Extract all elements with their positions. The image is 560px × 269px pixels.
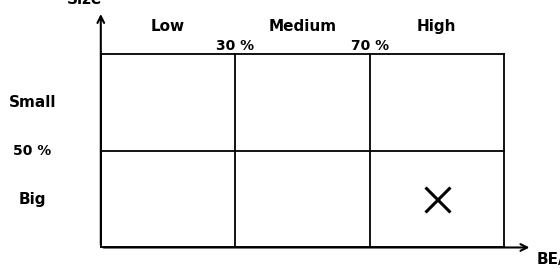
Text: High: High [417,19,456,34]
Text: Medium: Medium [268,19,337,34]
Text: 50 %: 50 % [13,144,52,158]
Text: Size: Size [67,0,102,7]
Text: BE/BM: BE/BM [536,252,560,267]
Text: Small: Small [8,95,56,110]
Text: Low: Low [151,19,185,34]
Text: Big: Big [18,192,46,207]
Text: 30 %: 30 % [216,39,254,53]
Text: 70 %: 70 % [351,39,389,53]
